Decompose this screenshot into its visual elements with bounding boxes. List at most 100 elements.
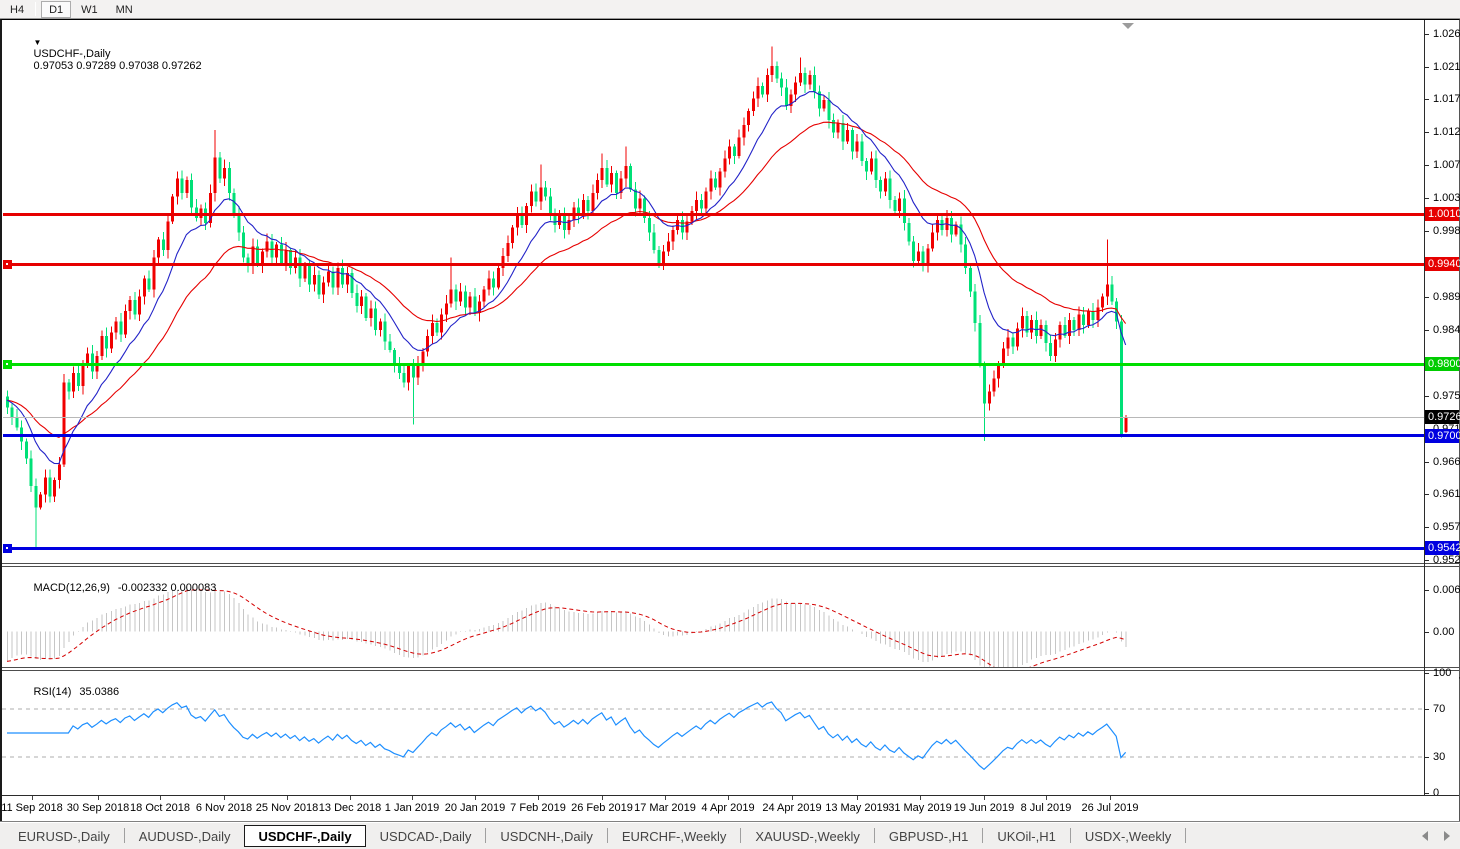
rsi-label: RSI(14) 35.0386 bbox=[33, 686, 120, 698]
tab-separator bbox=[740, 828, 742, 843]
date-label: 26 Feb 2019 bbox=[571, 802, 633, 814]
date-tick bbox=[1110, 796, 1111, 800]
pane-splitter[interactable] bbox=[2, 667, 1459, 671]
date-tick bbox=[920, 796, 921, 800]
chart-title: ▼ USDCHF-,Daily 0.97053 0.97289 0.97038 … bbox=[9, 24, 210, 84]
macd-tick: 0.00 bbox=[1433, 626, 1455, 638]
rsi-pane[interactable]: RSI(14) 35.0386 bbox=[2, 671, 1459, 795]
tab-audusd[interactable]: AUDUSD-,Daily bbox=[138, 828, 231, 844]
macd-label: MACD(12,26,9) -0.002332 0.000083 bbox=[33, 582, 217, 594]
candlestick-chart[interactable] bbox=[2, 21, 1423, 563]
tick-mark bbox=[1425, 132, 1429, 133]
price-tick: 0.96640 bbox=[1433, 456, 1460, 468]
price-axis[interactable]: 1.00106 0.99406 0.98004 0.97262 0.97001 0.954… bbox=[1425, 21, 1460, 566]
timeframe-toolbar: H4 D1 W1 MN bbox=[0, 0, 1460, 19]
macd-tick: 0.006286 bbox=[1433, 584, 1460, 596]
date-label: 20 Jan 2019 bbox=[444, 802, 506, 814]
chart-tab-bar: EURUSD-,Daily AUDUSD-,Daily USDCHF-,Daily U… bbox=[0, 821, 1460, 849]
price-tick: 1.01710 bbox=[1433, 93, 1460, 105]
date-tick bbox=[160, 796, 161, 800]
macd-axis[interactable]: 0.0062860.00-0.00762 bbox=[1425, 567, 1460, 688]
hline-0.95425[interactable] bbox=[3, 547, 1424, 550]
timeframe-button-h4[interactable]: H4 bbox=[10, 3, 25, 16]
tab-usdx[interactable]: USDX-,Weekly bbox=[1084, 828, 1172, 844]
date-tick bbox=[32, 796, 33, 800]
price-axis-border bbox=[1424, 20, 1425, 795]
date-label: 31 May 2019 bbox=[888, 802, 952, 814]
tick-mark bbox=[1425, 297, 1429, 298]
date-axis[interactable]: 11 Sep 2018 30 Sep 2018 18 Oct 2018 6 Nov 2… bbox=[1, 795, 1459, 821]
macd-chart[interactable] bbox=[2, 567, 1423, 667]
macd-values: -0.002332 0.000083 bbox=[117, 582, 217, 594]
date-label: 11 Sep 2018 bbox=[1, 802, 63, 814]
price-badge-1.00106: 1.00106 bbox=[1425, 207, 1460, 221]
rsi-tick: 100 bbox=[1433, 667, 1452, 679]
tick-mark bbox=[1425, 632, 1429, 633]
date-label: 8 Jul 2019 bbox=[1020, 802, 1072, 814]
tab-separator bbox=[485, 828, 487, 843]
timeframe-button-d1[interactable]: D1 bbox=[41, 0, 72, 18]
tab-eurusd[interactable]: EURUSD-,Daily bbox=[18, 828, 110, 844]
ma-slow-line bbox=[6, 121, 1127, 439]
tick-mark bbox=[1425, 709, 1429, 710]
rsi-tick: 0 bbox=[1433, 787, 1440, 799]
chevron-down-icon[interactable]: ▼ bbox=[33, 38, 42, 47]
hline-0.98004[interactable] bbox=[3, 363, 1424, 366]
date-label: 4 Apr 2019 bbox=[701, 802, 755, 814]
rsi-tick: 70 bbox=[1433, 703, 1446, 715]
date-tick bbox=[412, 796, 413, 800]
tab-usdcad[interactable]: USDCAD-,Daily bbox=[379, 828, 472, 844]
date-tick bbox=[984, 796, 985, 800]
hline-1.00106[interactable] bbox=[3, 213, 1424, 216]
toolbar-separator bbox=[35, 2, 37, 16]
tab-separator bbox=[982, 828, 984, 843]
hline-handle[interactable] bbox=[3, 260, 12, 269]
price-pane[interactable]: ▼ USDCHF-,Daily 0.97053 0.97289 0.97038 … bbox=[2, 21, 1459, 563]
tab-separator bbox=[873, 828, 875, 843]
rsi-axis[interactable]: 100 70 30 0 bbox=[1425, 667, 1459, 799]
chart-shift-marker-icon[interactable] bbox=[1122, 23, 1134, 29]
tab-separator bbox=[123, 828, 125, 843]
price-tick: 0.95720 bbox=[1433, 521, 1460, 533]
date-tick bbox=[350, 796, 351, 800]
price-tick: 0.98480 bbox=[1433, 324, 1460, 336]
macd-pane[interactable]: MACD(12,26,9) -0.002332 0.000083 bbox=[2, 567, 1459, 667]
rsi-value: 35.0386 bbox=[79, 686, 120, 698]
tick-mark bbox=[1425, 673, 1429, 674]
pane-splitter[interactable] bbox=[2, 563, 1459, 567]
tick-mark bbox=[1425, 198, 1429, 199]
hline-0.97001[interactable] bbox=[3, 434, 1424, 437]
rsi-chart[interactable] bbox=[2, 671, 1423, 795]
date-label: 25 Nov 2018 bbox=[255, 802, 319, 814]
date-label: 7 Feb 2019 bbox=[510, 802, 566, 814]
timeframe-button-w1[interactable]: W1 bbox=[81, 3, 98, 16]
tab-scroll-left-icon[interactable] bbox=[1422, 831, 1428, 841]
tab-ukoil[interactable]: UKOil-,H1 bbox=[997, 828, 1056, 844]
tab-gbpusd[interactable]: GBPUSD-,H1 bbox=[888, 828, 969, 844]
candles-series bbox=[6, 46, 1128, 548]
tab-usdcnh[interactable]: USDCNH-,Daily bbox=[500, 828, 593, 844]
tab-eurchf[interactable]: EURCHF-,Weekly bbox=[621, 828, 727, 844]
tab-scroll-right-icon[interactable] bbox=[1444, 831, 1450, 841]
date-tick bbox=[538, 796, 539, 800]
price-tick: 1.01250 bbox=[1433, 126, 1460, 138]
date-tick bbox=[857, 796, 858, 800]
date-tick bbox=[224, 796, 225, 800]
hline-handle[interactable] bbox=[3, 360, 12, 369]
price-tick: 0.98950 bbox=[1433, 291, 1460, 303]
macd-histogram bbox=[7, 590, 1127, 667]
tab-xauusd[interactable]: XAUUSD-,Weekly bbox=[755, 828, 860, 844]
price-tick: 1.00330 bbox=[1433, 192, 1460, 204]
date-label: 13 Dec 2018 bbox=[318, 802, 382, 814]
tab-usdchf[interactable]: USDCHF-,Daily bbox=[244, 824, 366, 847]
tick-mark bbox=[1425, 396, 1429, 397]
date-label: 17 Mar 2019 bbox=[634, 802, 696, 814]
hline-handle[interactable] bbox=[3, 544, 12, 553]
timeframe-button-mn[interactable]: MN bbox=[115, 3, 133, 16]
rsi-line bbox=[7, 701, 1127, 771]
hline-0.97262[interactable] bbox=[3, 417, 1424, 418]
tick-mark bbox=[1425, 231, 1429, 232]
tick-mark bbox=[1425, 527, 1429, 528]
hline-0.99406[interactable] bbox=[3, 263, 1424, 266]
date-tick bbox=[728, 796, 729, 800]
